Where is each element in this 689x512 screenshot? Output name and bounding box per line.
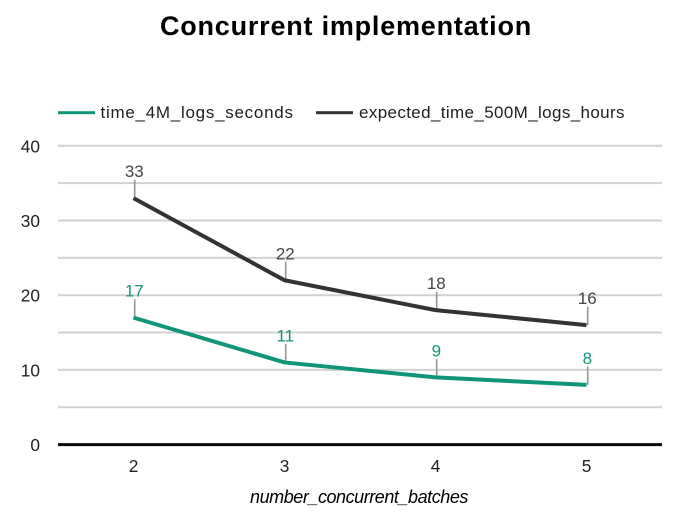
svg-text:10: 10 — [21, 360, 40, 380]
svg-text:expected_time_500M_logs_hours: expected_time_500M_logs_hours — [359, 103, 625, 122]
svg-text:18: 18 — [427, 274, 446, 293]
svg-text:22: 22 — [276, 244, 295, 263]
svg-text:time_4M_logs_seconds: time_4M_logs_seconds — [101, 103, 294, 122]
svg-text:17: 17 — [125, 282, 144, 301]
svg-text:11: 11 — [276, 326, 294, 345]
svg-text:2: 2 — [129, 456, 139, 476]
svg-text:Concurrent implementation: Concurrent implementation — [160, 11, 532, 41]
svg-text:9: 9 — [432, 341, 441, 360]
svg-text:20: 20 — [21, 286, 40, 306]
svg-text:0: 0 — [30, 435, 40, 455]
svg-text:5: 5 — [582, 456, 592, 476]
svg-text:40: 40 — [21, 136, 40, 156]
svg-text:30: 30 — [21, 211, 40, 231]
svg-text:number_concurrent_batches: number_concurrent_batches — [250, 487, 468, 507]
svg-text:3: 3 — [280, 456, 290, 476]
svg-text:16: 16 — [578, 289, 597, 308]
svg-text:4: 4 — [431, 456, 441, 476]
svg-text:33: 33 — [125, 162, 144, 181]
svg-text:8: 8 — [583, 349, 592, 368]
